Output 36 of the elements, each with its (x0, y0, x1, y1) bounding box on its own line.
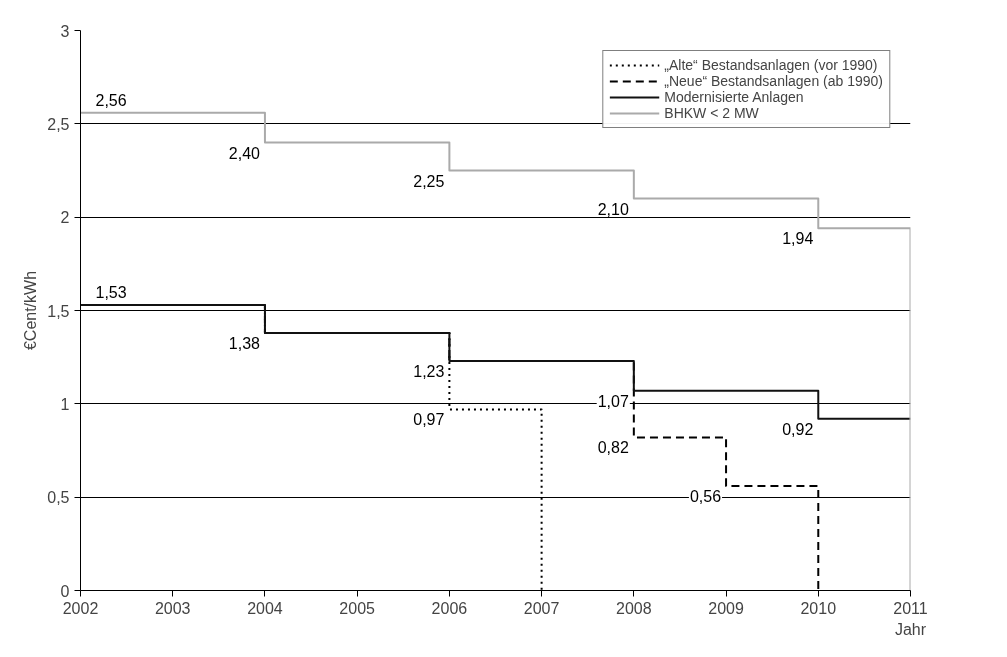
x-tick-label: 2011 (893, 599, 928, 617)
y-tick-label: 2,5 (47, 115, 70, 133)
x-tick-label: 2009 (708, 599, 744, 617)
legend-label: „Alte“ Bestandsanlagen (vor 1990) (664, 57, 878, 73)
y-tick-label: 1,5 (47, 302, 70, 320)
annotation: 1,94 (782, 230, 814, 248)
x-tick-label: 2006 (431, 599, 468, 617)
annotation: 2,10 (597, 200, 629, 218)
y-tick-label: 1 (60, 395, 70, 413)
y-tick-label: 0 (60, 582, 70, 600)
legend-label: Modernisierte Anlagen (664, 89, 804, 105)
annotation: 0,97 (413, 411, 445, 429)
annotation: 0,92 (782, 420, 814, 438)
y-axis-title: €Cent/kWh (22, 270, 40, 351)
x-tick-label: 2007 (523, 599, 560, 617)
y-tick-label: 0,5 (47, 489, 70, 507)
annotation: 0,82 (597, 439, 629, 457)
x-axis-title: Jahr (894, 620, 927, 638)
annotation: 0,56 (689, 487, 722, 505)
annotation: 2,40 (228, 144, 261, 162)
legend-label: „Neue“ Bestandsanlagen (ab 1990) (664, 73, 883, 89)
annotation: 1,38 (228, 334, 261, 352)
annotation: 1,53 (95, 283, 127, 301)
annotation: 1,23 (413, 362, 445, 380)
annotation: 1,07 (597, 392, 629, 410)
y-tick-label: 3 (60, 22, 70, 40)
y-tick-label: 2 (60, 209, 70, 227)
annotation: 2,25 (413, 172, 445, 190)
annotation: 2,56 (95, 91, 127, 109)
x-tick-label: 2002 (62, 599, 99, 617)
x-tick-label: 2010 (800, 599, 837, 617)
x-tick-label: 2005 (339, 599, 376, 617)
x-tick-label: 2008 (616, 599, 652, 617)
legend-label: BHKW < 2 MW (664, 105, 759, 121)
x-tick-label: 2003 (154, 599, 191, 617)
x-tick-label: 2004 (247, 599, 283, 617)
